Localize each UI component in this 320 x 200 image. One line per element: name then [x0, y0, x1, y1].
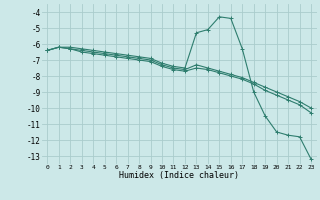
X-axis label: Humidex (Indice chaleur): Humidex (Indice chaleur) [119, 171, 239, 180]
